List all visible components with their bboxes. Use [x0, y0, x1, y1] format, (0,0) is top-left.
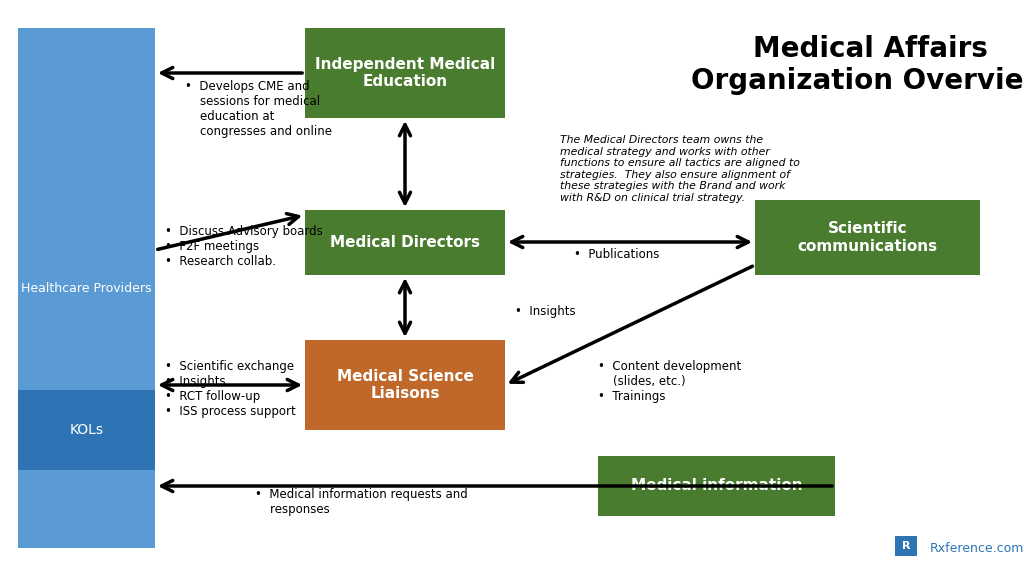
Text: •  Discuss Advisory boards
•  F2F meetings
•  Research collab.: • Discuss Advisory boards • F2F meetings… [165, 225, 323, 268]
Bar [305, 28, 505, 118]
Bar [598, 456, 835, 516]
Bar [18, 390, 155, 470]
Text: The Medical Directors team owns the
medical strategy and works with other
functi: The Medical Directors team owns the medi… [560, 135, 800, 203]
Text: R: R [902, 541, 910, 551]
Bar [305, 340, 505, 430]
Text: •  Insights: • Insights [515, 305, 575, 318]
Text: •  Medical information requests and
    responses: • Medical information requests and respo… [255, 488, 468, 516]
Text: Healthcare Providers: Healthcare Providers [22, 282, 152, 295]
Text: Independent Medical
Education: Independent Medical Education [314, 57, 496, 89]
Text: •  Publications: • Publications [574, 248, 659, 261]
Text: Rxference.com: Rxference.com [930, 541, 1024, 555]
Text: Medical Directors: Medical Directors [330, 235, 480, 250]
Text: Scientific
communications: Scientific communications [798, 221, 938, 253]
Text: •  Content development
    (slides, etc.)
•  Trainings: • Content development (slides, etc.) • T… [598, 360, 741, 403]
Bar [305, 210, 505, 275]
Text: Medical information: Medical information [631, 479, 803, 494]
Bar [895, 536, 918, 556]
Text: •  Scientific exchange
•  Insights
•  RCT follow-up
•  ISS process support: • Scientific exchange • Insights • RCT f… [165, 360, 296, 418]
Bar [18, 28, 155, 390]
Bar [755, 200, 980, 275]
Bar [18, 470, 155, 548]
Text: •  Develops CME and
    sessions for medical
    education at
    congresses and: • Develops CME and sessions for medical … [185, 80, 332, 138]
Text: Medical Science
Liaisons: Medical Science Liaisons [337, 369, 473, 401]
Text: KOLs: KOLs [70, 423, 103, 437]
Text: Medical Affairs
Organization Overview: Medical Affairs Organization Overview [691, 35, 1024, 95]
